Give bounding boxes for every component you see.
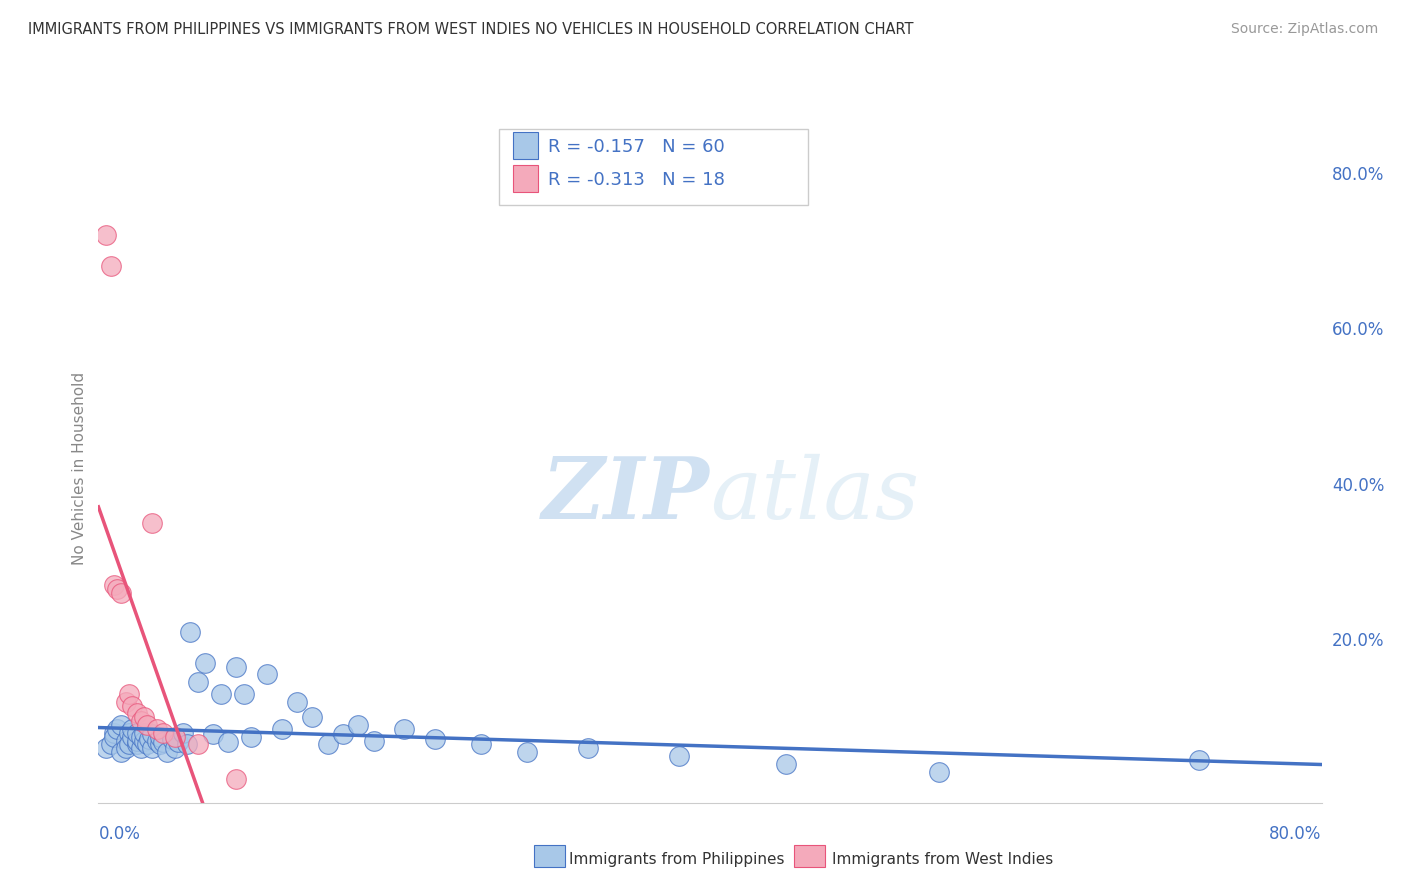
Text: Immigrants from West Indies: Immigrants from West Indies bbox=[832, 852, 1053, 867]
Immigrants from Philippines bbox=[94, 741, 117, 756]
Immigrants from Philippines bbox=[187, 675, 209, 690]
Immigrants from Philippines bbox=[202, 727, 225, 741]
Immigrants from West Indies bbox=[129, 714, 152, 728]
Immigrants from Philippines bbox=[516, 745, 538, 759]
Immigrants from Philippines bbox=[225, 659, 247, 673]
Immigrants from Philippines bbox=[316, 738, 339, 752]
Immigrants from Philippines bbox=[121, 730, 143, 744]
Immigrants from Philippines bbox=[134, 733, 156, 747]
Immigrants from Philippines bbox=[423, 731, 446, 746]
Text: Source: ZipAtlas.com: Source: ZipAtlas.com bbox=[1230, 22, 1378, 37]
Immigrants from Philippines bbox=[163, 741, 186, 756]
Immigrants from West Indies bbox=[94, 227, 117, 242]
Immigrants from West Indies bbox=[115, 695, 138, 709]
Immigrants from Philippines bbox=[576, 741, 599, 756]
Text: 0.0%: 0.0% bbox=[98, 825, 141, 843]
Immigrants from Philippines bbox=[138, 731, 160, 746]
Immigrants from Philippines bbox=[110, 745, 132, 759]
Immigrants from West Indies bbox=[136, 718, 159, 732]
Immigrants from Philippines bbox=[134, 726, 156, 740]
Immigrants from Philippines bbox=[115, 733, 138, 747]
Immigrants from Philippines bbox=[149, 730, 172, 744]
Immigrants from West Indies bbox=[141, 516, 163, 530]
Immigrants from Philippines bbox=[668, 749, 690, 764]
Immigrants from West Indies bbox=[225, 772, 247, 787]
Immigrants from West Indies bbox=[152, 726, 174, 740]
Immigrants from Philippines bbox=[100, 738, 122, 752]
Text: ZIP: ZIP bbox=[543, 453, 710, 537]
Immigrants from West Indies bbox=[103, 578, 125, 592]
Immigrants from West Indies bbox=[121, 698, 143, 713]
Immigrants from West Indies bbox=[100, 259, 122, 273]
Immigrants from Philippines bbox=[256, 667, 278, 681]
Immigrants from Philippines bbox=[167, 735, 190, 749]
Immigrants from Philippines bbox=[209, 687, 232, 701]
Immigrants from Philippines bbox=[156, 745, 179, 759]
Text: R = -0.313   N = 18: R = -0.313 N = 18 bbox=[548, 171, 725, 189]
Immigrants from Philippines bbox=[285, 695, 308, 709]
Immigrants from Philippines bbox=[125, 738, 148, 752]
Immigrants from Philippines bbox=[145, 733, 167, 747]
Immigrants from Philippines bbox=[115, 741, 138, 756]
Immigrants from Philippines bbox=[110, 718, 132, 732]
Immigrants from Philippines bbox=[270, 722, 292, 736]
Immigrants from Philippines bbox=[129, 730, 152, 744]
Immigrants from West Indies bbox=[187, 738, 209, 752]
Text: IMMIGRANTS FROM PHILIPPINES VS IMMIGRANTS FROM WEST INDIES NO VEHICLES IN HOUSEH: IMMIGRANTS FROM PHILIPPINES VS IMMIGRANT… bbox=[28, 22, 914, 37]
Immigrants from Philippines bbox=[141, 741, 163, 756]
Immigrants from West Indies bbox=[145, 722, 167, 736]
Immigrants from Philippines bbox=[232, 687, 254, 701]
Immigrants from Philippines bbox=[179, 624, 201, 639]
Immigrants from Philippines bbox=[928, 764, 950, 779]
Immigrants from Philippines bbox=[160, 731, 183, 746]
Immigrants from Philippines bbox=[392, 722, 416, 736]
Immigrants from Philippines bbox=[103, 726, 125, 740]
Immigrants from Philippines bbox=[194, 656, 217, 670]
Immigrants from Philippines bbox=[172, 726, 194, 740]
Immigrants from Philippines bbox=[775, 756, 797, 771]
Immigrants from Philippines bbox=[347, 718, 370, 732]
Immigrants from Philippines bbox=[105, 722, 128, 736]
Immigrants from Philippines bbox=[301, 710, 323, 724]
Text: R = -0.157   N = 60: R = -0.157 N = 60 bbox=[548, 138, 725, 156]
Immigrants from Philippines bbox=[240, 730, 263, 744]
Immigrants from Philippines bbox=[103, 730, 125, 744]
Immigrants from West Indies bbox=[163, 730, 186, 744]
Immigrants from West Indies bbox=[125, 706, 148, 721]
Text: atlas: atlas bbox=[710, 454, 920, 536]
Immigrants from Philippines bbox=[125, 733, 148, 747]
Text: Immigrants from Philippines: Immigrants from Philippines bbox=[569, 852, 785, 867]
Immigrants from Philippines bbox=[149, 738, 172, 752]
Text: 80.0%: 80.0% bbox=[1270, 825, 1322, 843]
Immigrants from West Indies bbox=[105, 582, 128, 596]
Immigrants from Philippines bbox=[136, 738, 159, 752]
Immigrants from West Indies bbox=[118, 687, 141, 701]
Immigrants from West Indies bbox=[134, 710, 156, 724]
Immigrants from Philippines bbox=[125, 726, 148, 740]
Immigrants from Philippines bbox=[129, 741, 152, 756]
Immigrants from Philippines bbox=[118, 738, 141, 752]
Immigrants from West Indies bbox=[110, 586, 132, 600]
Immigrants from Philippines bbox=[152, 735, 174, 749]
Immigrants from Philippines bbox=[141, 727, 163, 741]
Y-axis label: No Vehicles in Household: No Vehicles in Household bbox=[72, 372, 87, 565]
Immigrants from Philippines bbox=[118, 726, 141, 740]
Immigrants from Philippines bbox=[363, 733, 385, 747]
Immigrants from Philippines bbox=[332, 727, 354, 741]
Immigrants from Philippines bbox=[470, 738, 492, 752]
Immigrants from Philippines bbox=[1188, 753, 1211, 767]
Immigrants from Philippines bbox=[217, 735, 239, 749]
Immigrants from Philippines bbox=[176, 738, 198, 752]
Immigrants from Philippines bbox=[121, 722, 143, 736]
